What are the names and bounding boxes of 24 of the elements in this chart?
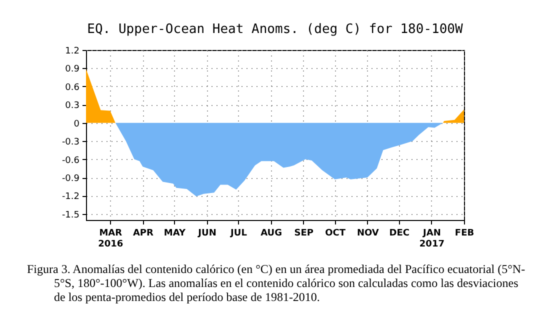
x-tick-label: MAY [164,228,186,238]
y-tick-label: -1.5 [62,210,80,220]
x-tick-label: JUL [230,228,248,238]
x-tick-label: SEP [294,228,314,238]
y-tick-label: -1.2 [62,192,80,202]
y-tick-label: 0 [74,119,80,130]
x-tick-label: JAN 2017 [419,228,444,250]
x-tick-label: MAR 2016 [98,228,124,250]
x-tick-label: FEB [454,228,474,238]
x-tick-label: DEC [389,228,410,238]
y-tick-label: -0.6 [62,156,80,166]
chart-title: EQ. Upper-Ocean Heat Anoms. (deg C) for 180-100W [87,22,464,37]
x-tick-label: OCT [325,228,346,238]
x-tick-label: AUG [260,228,282,238]
x-tick-label: NOV [356,228,379,238]
x-tick-label: JUN [197,228,216,238]
y-tick-label: 0.6 [65,82,80,93]
y-tick-label: 0.9 [65,64,80,75]
y-tick-label: -0.3 [62,138,80,148]
y-tick-label: -0.9 [62,174,80,184]
y-tick-label: 1.2 [65,46,80,56]
x-tick-label: APR [132,228,154,238]
y-tick-label: 0.3 [65,101,80,112]
text: Figura 3. Anomalías del contenido calórico (en °C) en un área promediada del Pacífico ecuatorial (5°N-5°S, 180°-100°W). Las anomalías en el contenido calórico son calculadas como las desviaciones de los penta-promedios del período base de 1981-2010. [27,262,526,304]
